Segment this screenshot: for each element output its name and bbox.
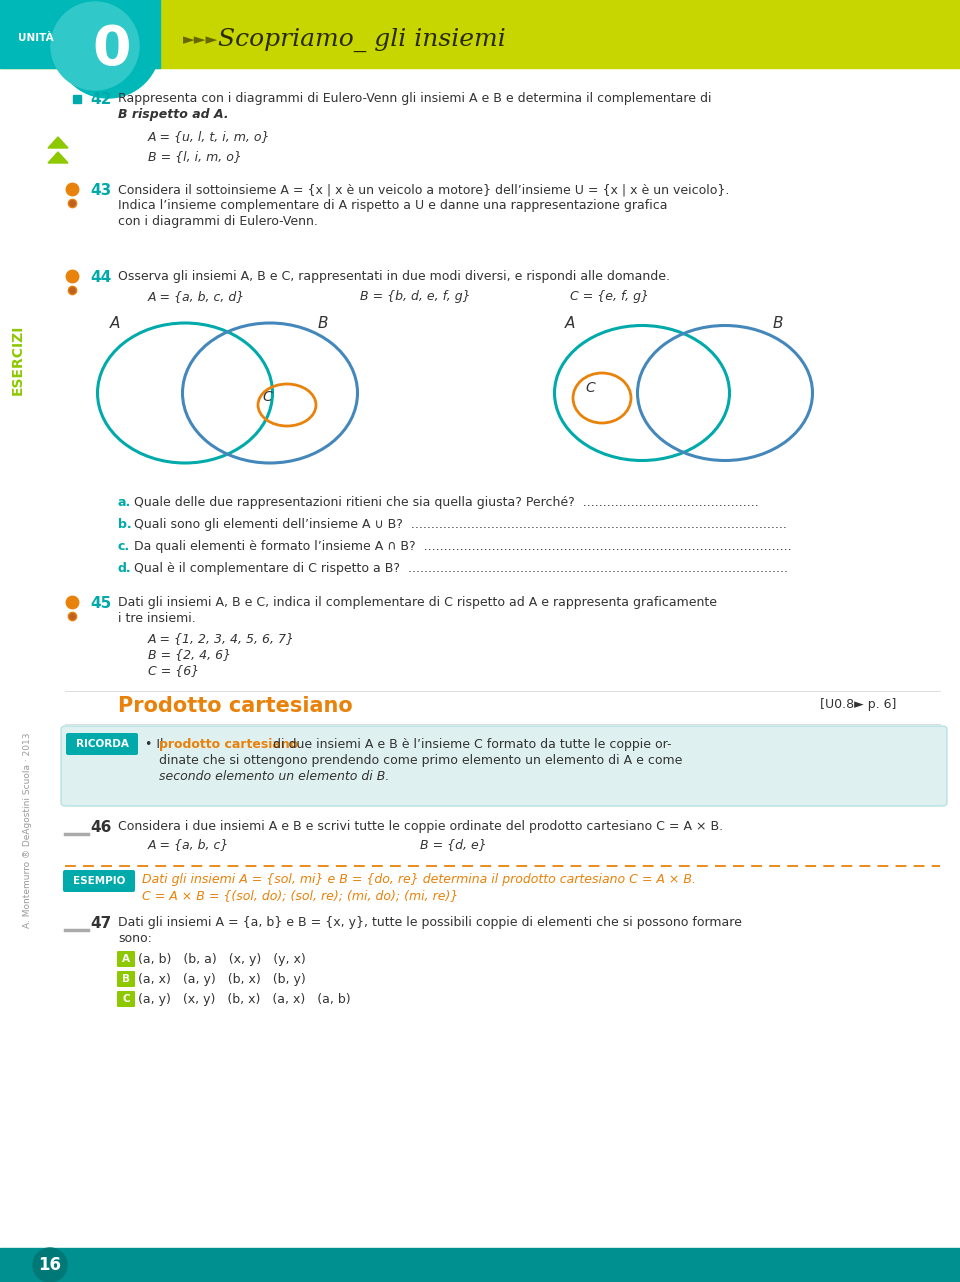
Text: con i diagrammi di Eulero-Venn.: con i diagrammi di Eulero-Venn. xyxy=(118,215,318,228)
FancyBboxPatch shape xyxy=(63,870,135,892)
Text: 47: 47 xyxy=(90,917,111,931)
Text: C = {6}: C = {6} xyxy=(148,664,200,677)
Text: (a, y)   (x, y)   (b, x)   (a, x)   (a, b): (a, y) (x, y) (b, x) (a, x) (a, b) xyxy=(138,994,350,1006)
Text: Dati gli insiemi A = {sol, mi} e B = {do, re} determina il prodotto cartesiano C: Dati gli insiemi A = {sol, mi} e B = {do… xyxy=(142,873,696,886)
Text: Osserva gli insiemi A, B e C, rappresentati in due modi diversi, e rispondi alle: Osserva gli insiemi A, B e C, rappresent… xyxy=(118,271,670,283)
Text: A. Montemurro ® DeAgostini Scuola · 2013: A. Montemurro ® DeAgostini Scuola · 2013 xyxy=(23,732,33,928)
Text: secondo elemento un elemento di B.: secondo elemento un elemento di B. xyxy=(159,770,390,783)
Text: C: C xyxy=(585,381,595,395)
Text: 42: 42 xyxy=(90,92,111,106)
Circle shape xyxy=(33,1247,67,1282)
Text: Da quali elementi è formato l’insieme A ∩ B?  ..................................: Da quali elementi è formato l’insieme A … xyxy=(130,540,792,553)
Text: di due insiemi A e B è l’insieme C formato da tutte le coppie or-: di due insiemi A e B è l’insieme C forma… xyxy=(269,738,671,751)
Text: Dati gli insiemi A = {a, b} e B = {x, y}, tutte le possibili coppie di elementi : Dati gli insiemi A = {a, b} e B = {x, y}… xyxy=(118,917,742,929)
Text: B = {b, d, e, f, g}: B = {b, d, e, f, g} xyxy=(360,290,470,303)
Text: Quale delle due rappresentazioni ritieni che sia quella giusta? Perché?  .......: Quale delle due rappresentazioni ritieni… xyxy=(130,496,758,509)
Text: Prodotto cartesiano: Prodotto cartesiano xyxy=(118,696,352,717)
FancyBboxPatch shape xyxy=(117,951,135,967)
Polygon shape xyxy=(48,153,68,163)
Text: B rispetto ad A.: B rispetto ad A. xyxy=(118,108,228,121)
Text: c.: c. xyxy=(118,540,131,553)
Text: A = {u, l, t, i, m, o}: A = {u, l, t, i, m, o} xyxy=(148,129,271,144)
Text: C: C xyxy=(122,994,130,1004)
Text: ESERCIZI: ESERCIZI xyxy=(11,324,25,395)
Text: ESEMPIO: ESEMPIO xyxy=(73,876,125,886)
Text: a.: a. xyxy=(118,496,132,509)
Text: 0: 0 xyxy=(93,23,132,77)
Text: dinate che si ottengono prendendo come primo elemento un elemento di A e come: dinate che si ottengono prendendo come p… xyxy=(159,754,683,767)
Bar xyxy=(0,1247,960,1282)
Circle shape xyxy=(56,0,160,97)
Text: • Il: • Il xyxy=(145,738,167,751)
Text: UNITÀ: UNITÀ xyxy=(18,33,54,44)
Text: Rappresenta con i diagrammi di Eulero-Venn gli insiemi A e B e determina il comp: Rappresenta con i diagrammi di Eulero-Ve… xyxy=(118,92,711,105)
Text: 44: 44 xyxy=(90,271,111,285)
Bar xyxy=(0,0,960,68)
Text: Scopriamo_ gli insiemi: Scopriamo_ gli insiemi xyxy=(218,28,506,53)
Text: A: A xyxy=(565,315,575,331)
FancyBboxPatch shape xyxy=(61,726,947,806)
Text: d.: d. xyxy=(118,562,132,576)
Text: Indica l’insieme complementare di A rispetto a U e danne una rappresentazione gr: Indica l’insieme complementare di A risp… xyxy=(118,199,667,212)
Text: 43: 43 xyxy=(90,183,111,197)
Text: C = {e, f, g}: C = {e, f, g} xyxy=(570,290,649,303)
Text: (a, b)   (b, a)   (x, y)   (y, x): (a, b) (b, a) (x, y) (y, x) xyxy=(138,953,305,967)
Text: B = {2, 4, 6}: B = {2, 4, 6} xyxy=(148,647,231,662)
Polygon shape xyxy=(48,137,68,147)
Text: B: B xyxy=(773,315,783,331)
Text: i tre insiemi.: i tre insiemi. xyxy=(118,612,196,626)
FancyBboxPatch shape xyxy=(117,970,135,987)
Text: C: C xyxy=(262,390,272,404)
Text: prodotto cartesiano: prodotto cartesiano xyxy=(159,738,299,751)
FancyBboxPatch shape xyxy=(66,733,138,755)
Circle shape xyxy=(51,3,139,90)
Text: [U0.8► p. 6]: [U0.8► p. 6] xyxy=(820,697,897,712)
Bar xyxy=(0,68,65,568)
Text: (a, x)   (a, y)   (b, x)   (b, y): (a, x) (a, y) (b, x) (b, y) xyxy=(138,973,305,986)
Text: Considera i due insiemi A e B e scrivi tutte le coppie ordinate del prodotto car: Considera i due insiemi A e B e scrivi t… xyxy=(118,820,723,833)
Text: A: A xyxy=(122,954,130,964)
Text: 45: 45 xyxy=(90,596,111,612)
Text: Considera il sottoinsieme A = {x | x è un veicolo a motore} dell’insieme U = {x : Considera il sottoinsieme A = {x | x è u… xyxy=(118,183,730,196)
Text: B = {l, i, m, o}: B = {l, i, m, o} xyxy=(148,150,242,163)
Text: RICORDA: RICORDA xyxy=(76,738,129,749)
Text: A = {1, 2, 3, 4, 5, 6, 7}: A = {1, 2, 3, 4, 5, 6, 7} xyxy=(148,632,295,645)
Text: A = {a, b, c}: A = {a, b, c} xyxy=(148,838,229,851)
Text: b.: b. xyxy=(118,518,132,531)
Text: Dati gli insiemi A, B e C, indica il complementare di C rispetto ad A e rapprese: Dati gli insiemi A, B e C, indica il com… xyxy=(118,596,717,609)
Text: C = A × B = {(sol, do); (sol, re); (mi, do); (mi, re)}: C = A × B = {(sol, do); (sol, re); (mi, … xyxy=(142,888,458,903)
Bar xyxy=(0,0,160,68)
Text: A = {a, b, c, d}: A = {a, b, c, d} xyxy=(148,290,245,303)
Text: B = {d, e}: B = {d, e} xyxy=(420,838,487,851)
Text: sono:: sono: xyxy=(118,932,152,945)
Text: ►►►: ►►► xyxy=(183,32,218,47)
Text: B: B xyxy=(122,974,130,985)
Text: 16: 16 xyxy=(38,1256,61,1274)
FancyBboxPatch shape xyxy=(117,991,135,1006)
Text: Qual è il complementare di C rispetto a B?  ....................................: Qual è il complementare di C rispetto a … xyxy=(130,562,788,576)
Text: A: A xyxy=(110,315,120,331)
Text: B: B xyxy=(318,315,328,331)
Text: 46: 46 xyxy=(90,820,111,835)
Text: Quali sono gli elementi dell’insieme A ∪ B?  ...................................: Quali sono gli elementi dell’insieme A ∪… xyxy=(130,518,787,531)
